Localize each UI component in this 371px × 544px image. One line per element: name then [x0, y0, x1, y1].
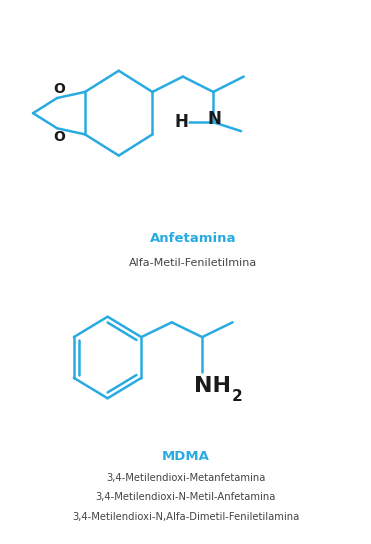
Text: 3,4-Metilendioxi-Metanfetamina: 3,4-Metilendioxi-Metanfetamina: [106, 473, 265, 483]
Text: O: O: [53, 130, 65, 144]
Text: MDMA: MDMA: [161, 450, 210, 463]
Text: H: H: [174, 113, 188, 131]
Text: Anfetamina: Anfetamina: [150, 232, 236, 245]
Text: 3,4-Metilendioxi-N,Alfa-Dimetil-Feniletilamina: 3,4-Metilendioxi-N,Alfa-Dimetil-Fenileti…: [72, 512, 299, 522]
Text: 2: 2: [232, 388, 243, 404]
Text: Alfa-Metil-Feniletilmina: Alfa-Metil-Feniletilmina: [129, 258, 257, 268]
Text: N: N: [207, 110, 221, 128]
Text: 3,4-Metilendioxi-N-Metil-Anfetamina: 3,4-Metilendioxi-N-Metil-Anfetamina: [95, 492, 276, 502]
Text: NH: NH: [194, 376, 231, 395]
Text: O: O: [53, 82, 65, 96]
